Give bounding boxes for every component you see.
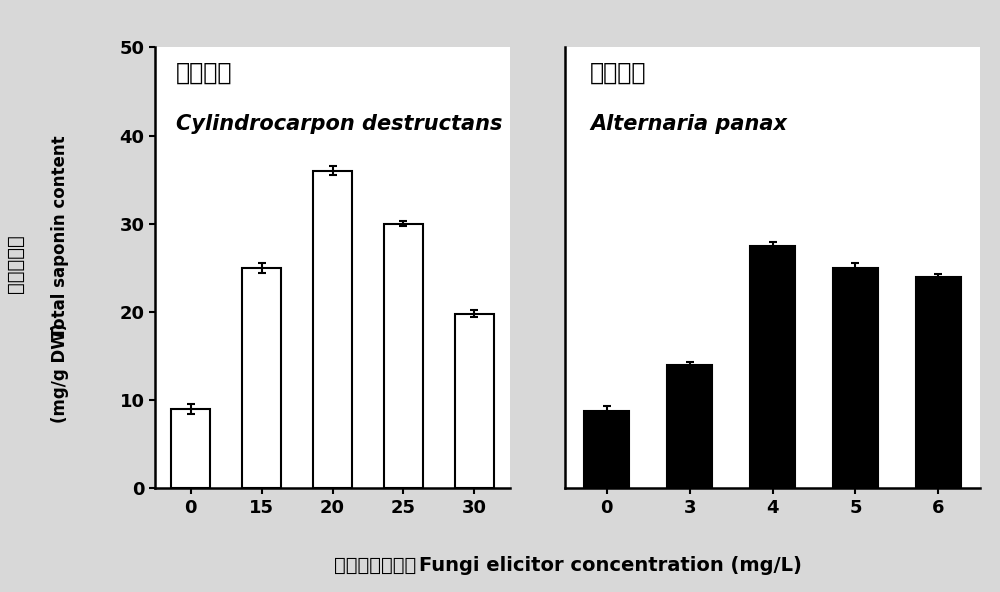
Text: 锈腐病菌: 锈腐病菌 [176,60,233,85]
Bar [833,268,878,488]
Text: 总皂苷含量: 总皂苷含量 [5,234,24,293]
Text: Cylindrocarpon destructans: Cylindrocarpon destructans [176,114,503,134]
Text: (mg/g DW): (mg/g DW) [51,323,69,423]
Bar [171,409,210,488]
Bar [384,224,423,488]
Text: Total saponin content: Total saponin content [51,136,69,338]
Bar [313,171,352,488]
Bar [584,411,629,488]
Bar [242,268,281,488]
Text: 真菌诱导子浓度: 真菌诱导子浓度 [334,556,416,575]
Text: Alternaria panax: Alternaria panax [590,114,787,134]
Bar [667,365,712,488]
Text: 黑斌病菌: 黑斌病菌 [590,60,646,85]
Bar [455,314,494,488]
Bar [916,276,961,488]
Bar [750,246,795,488]
Text: Fungi elicitor concentration (mg/L): Fungi elicitor concentration (mg/L) [419,556,801,575]
